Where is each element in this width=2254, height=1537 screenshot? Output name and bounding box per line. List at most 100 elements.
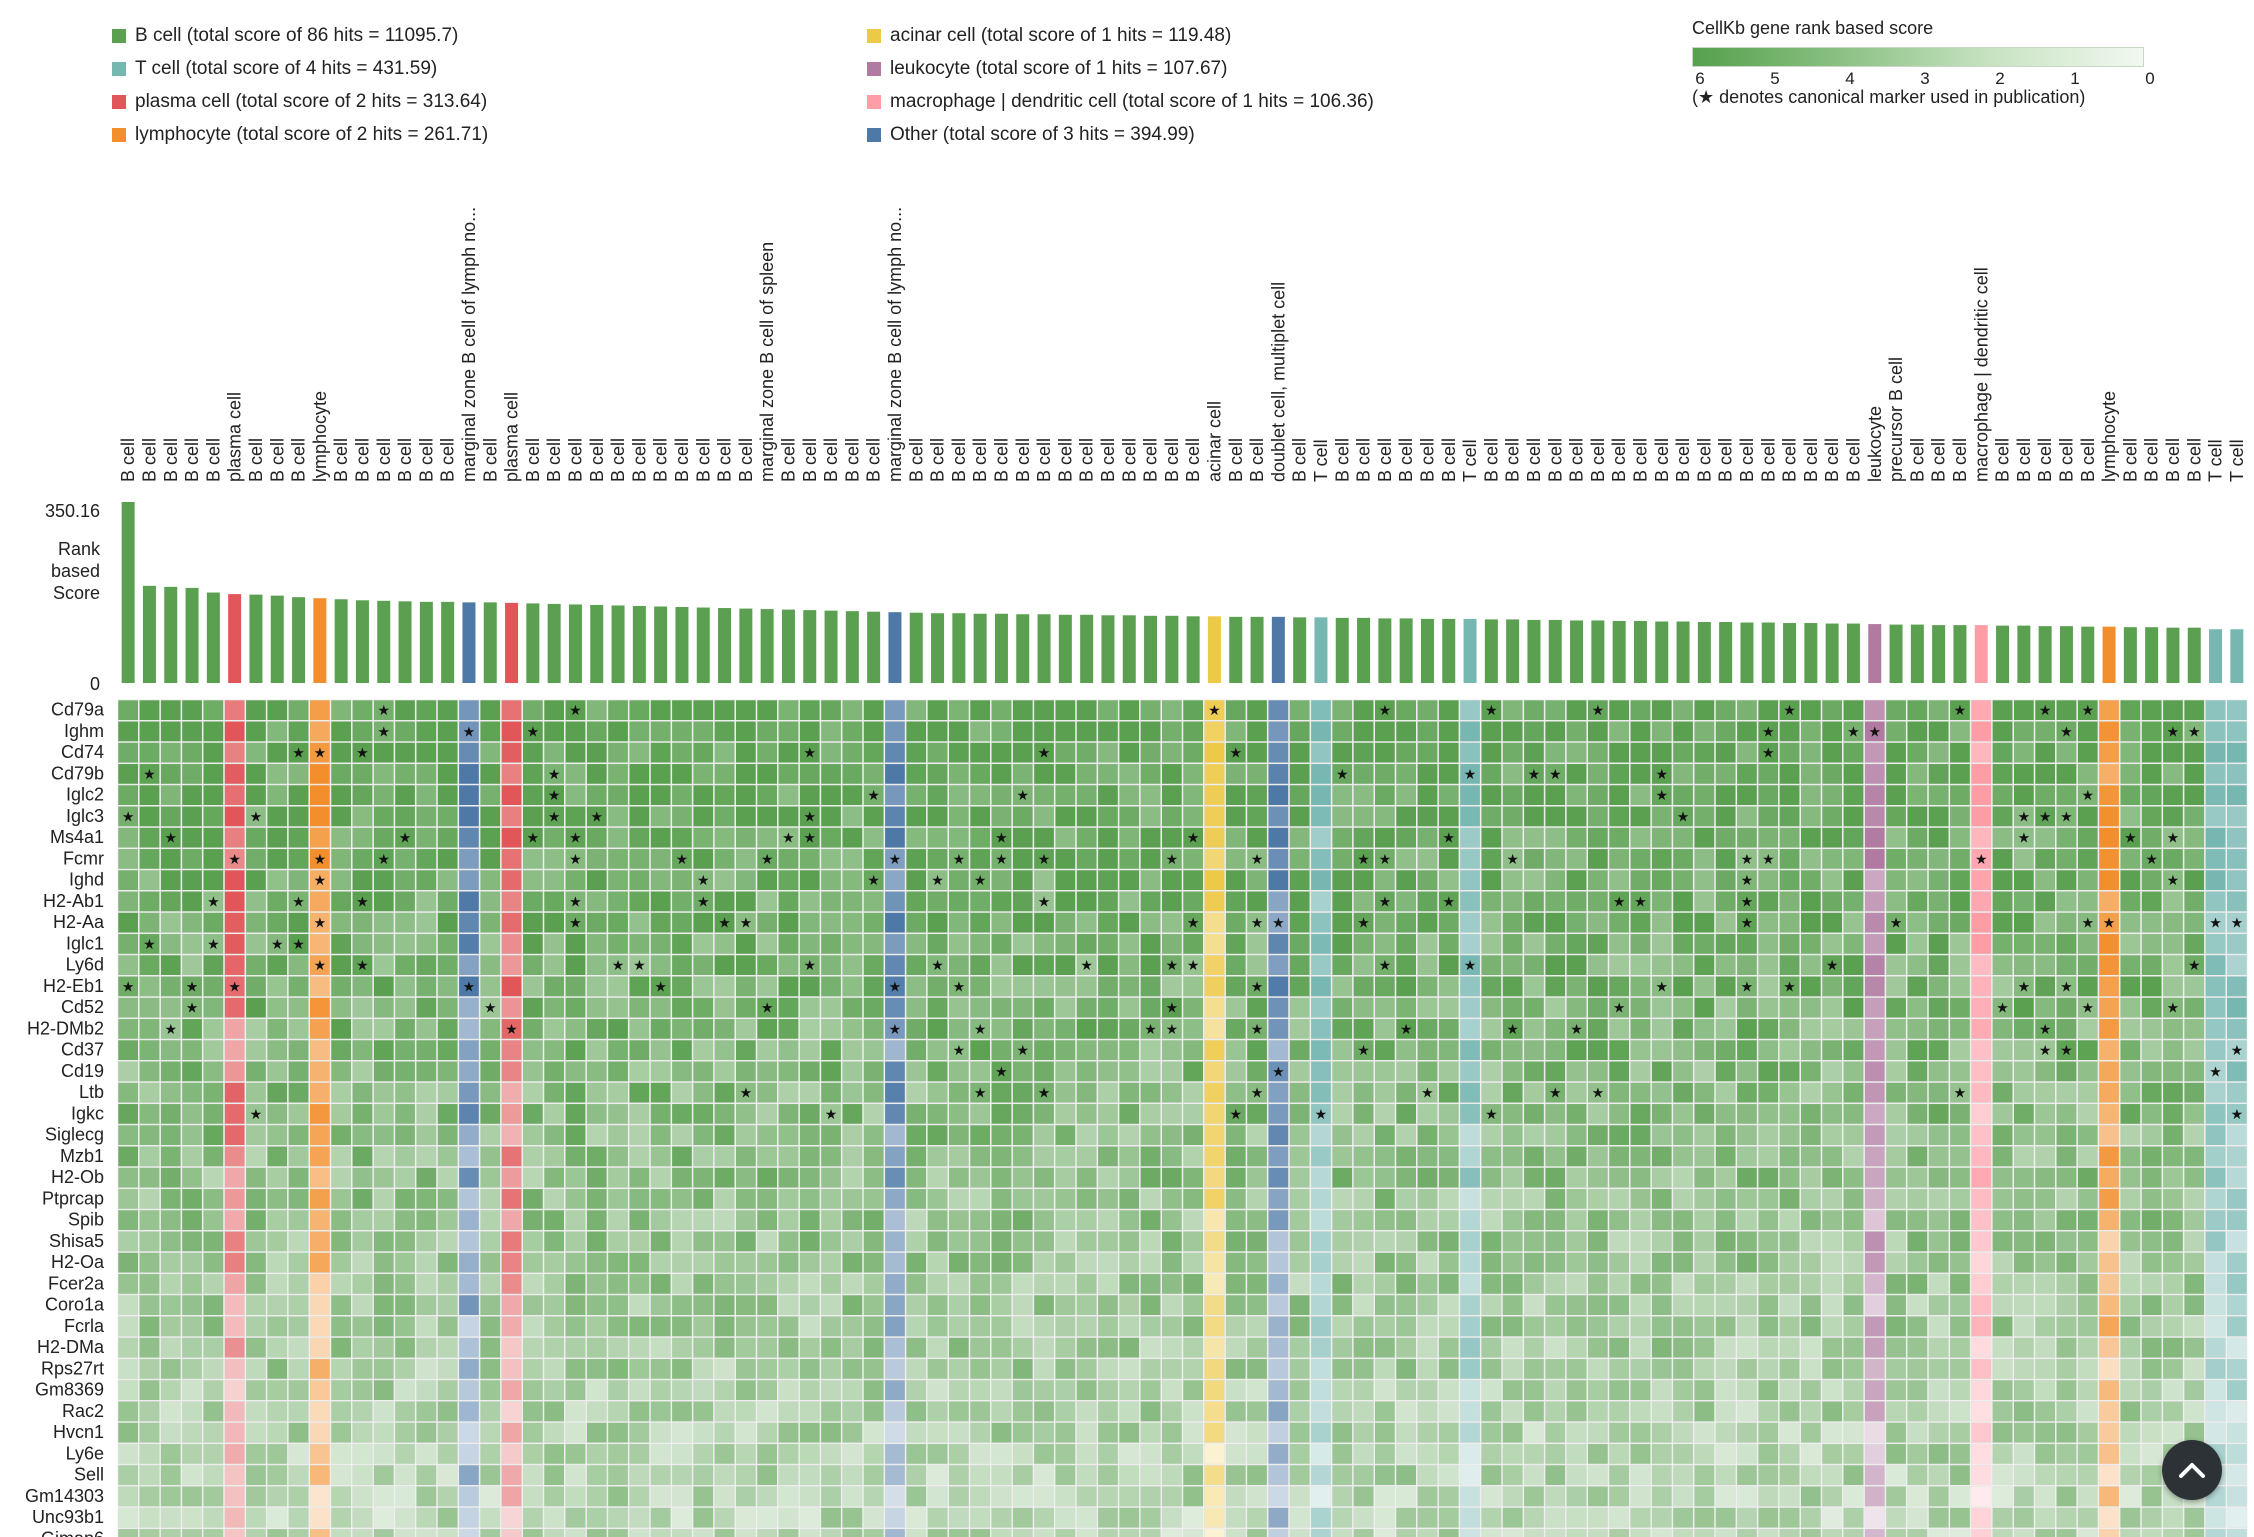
column-label: B cell <box>1034 438 1054 482</box>
heatmap-cell <box>1012 1422 1034 1444</box>
heatmap-cell <box>288 763 309 785</box>
legend-item[interactable]: T cell (total score of 4 hits = 431.59) <box>112 58 437 80</box>
heatmap-cell <box>1970 1188 1992 1210</box>
legend-item[interactable]: plasma cell (total score of 2 hits = 313… <box>112 91 487 113</box>
heatmap-cell <box>1033 1060 1055 1082</box>
heatmap-cell <box>650 1145 672 1167</box>
heatmap-cell <box>437 1273 459 1295</box>
heatmap-cell <box>330 954 352 976</box>
heatmap-cell <box>2141 1358 2163 1380</box>
heatmap-cell <box>841 1060 863 1082</box>
column-label: B cell <box>864 438 884 482</box>
legend-item[interactable]: lymphocyte (total score of 2 hits = 261.… <box>112 124 488 146</box>
heatmap-cell <box>415 742 437 764</box>
heatmap-cell <box>799 720 821 742</box>
legend-item[interactable]: acinar cell (total score of 1 hits = 119… <box>867 25 1231 47</box>
canonical-marker-star: ★ <box>2167 831 2180 847</box>
heatmap-cell <box>1630 1379 1651 1401</box>
heatmap-cell <box>1140 1400 1162 1422</box>
canonical-marker-star: ★ <box>803 958 816 974</box>
heatmap-cell <box>288 1039 309 1061</box>
heatmap-cell <box>373 912 395 934</box>
heatmap-cell <box>1374 1315 1396 1337</box>
heatmap-cell <box>394 763 416 785</box>
heatmap-cell <box>1800 1103 1822 1125</box>
heatmap-cell <box>586 1337 608 1359</box>
heatmap-cell <box>266 1018 288 1040</box>
heatmap-cell <box>1267 742 1289 764</box>
heatmap-cell <box>1459 1252 1481 1274</box>
heatmap-cell <box>969 1082 991 1104</box>
heatmap-cell <box>905 805 927 827</box>
heatmap-cell <box>1523 805 1545 827</box>
heatmap-cell <box>884 1379 906 1401</box>
heatmap-cell <box>735 1485 757 1507</box>
heatmap-cell <box>2077 1422 2099 1444</box>
heatmap-cell <box>1715 699 1737 721</box>
heatmap-cell <box>1800 720 1822 742</box>
heatmap-cell <box>1438 1124 1460 1146</box>
heatmap-cell <box>1736 827 1758 849</box>
canonical-marker-star: ★ <box>2039 809 2052 825</box>
heatmap-cell <box>1630 1400 1651 1422</box>
gene-label: Cd19 <box>61 1061 104 1081</box>
heatmap-cell <box>1076 784 1098 806</box>
heatmap-cell <box>586 933 608 955</box>
canonical-marker-star: ★ <box>1762 746 1775 762</box>
heatmap-cell <box>1459 1294 1481 1316</box>
heatmap-cell <box>1779 1124 1801 1146</box>
heatmap-cell <box>948 827 970 849</box>
scroll-to-top-button[interactable] <box>2162 1440 2222 1500</box>
heatmap-cell <box>245 1252 267 1274</box>
heatmap-cell <box>1608 1230 1630 1252</box>
heatmap-cell <box>863 975 885 997</box>
heatmap-cell <box>2162 1039 2184 1061</box>
heatmap-cell <box>2205 1039 2226 1061</box>
legend-item[interactable]: Other (total score of 3 hits = 394.99) <box>867 124 1195 146</box>
heatmap-cell <box>1438 763 1460 785</box>
heatmap-cell <box>522 997 544 1019</box>
heatmap-cell <box>1587 890 1609 912</box>
heatmap-cell <box>1502 1422 1524 1444</box>
heatmap-cell <box>2098 997 2120 1019</box>
heatmap-cell <box>501 933 522 955</box>
heatmap-cell <box>1417 997 1438 1019</box>
heatmap-cell <box>202 742 224 764</box>
heatmap-cell <box>160 933 182 955</box>
heatmap-cell <box>2162 1252 2184 1274</box>
heatmap-cell <box>1204 975 1225 997</box>
legend-item[interactable]: B cell (total score of 86 hits = 11095.7… <box>112 25 458 47</box>
column-label: B cell <box>246 438 266 482</box>
heatmap-cell <box>777 1294 799 1316</box>
heatmap-cell <box>437 784 459 806</box>
heatmap-cell <box>139 1145 160 1167</box>
heatmap-cell <box>2034 1209 2056 1231</box>
score-bar <box>952 613 966 683</box>
color-scale-tick: 6 <box>1695 69 1705 88</box>
legend-item[interactable]: leukocyte (total score of 1 hits = 107.6… <box>867 58 1227 80</box>
heatmap-cell <box>820 1485 842 1507</box>
heatmap-cell <box>1331 1188 1353 1210</box>
heatmap-cell <box>2162 763 2184 785</box>
heatmap-cell <box>586 1188 608 1210</box>
heatmap-cell <box>628 827 650 849</box>
heatmap-cell <box>692 1103 714 1125</box>
heatmap-cell <box>266 890 288 912</box>
heatmap-cell <box>1182 1039 1204 1061</box>
heatmap-cell <box>564 1082 586 1104</box>
heatmap-cell <box>202 1039 224 1061</box>
heatmap-cell <box>1757 1464 1779 1486</box>
heatmap-cell <box>1885 1294 1907 1316</box>
heatmap-cell <box>1012 1060 1034 1082</box>
heatmap-cell <box>117 1337 139 1359</box>
legend-item[interactable]: macrophage | dendritic cell (total score… <box>867 91 1374 113</box>
heatmap-cell <box>2098 1400 2120 1422</box>
heatmap-cell <box>288 1443 309 1465</box>
heatmap-cell <box>288 848 309 870</box>
heatmap-cell <box>1736 1209 1758 1231</box>
heatmap-cell <box>309 1358 331 1380</box>
heatmap-cell <box>1353 805 1375 827</box>
heatmap-cell <box>1502 1400 1524 1422</box>
heatmap-cell <box>863 890 885 912</box>
heatmap-cell <box>2034 1315 2056 1337</box>
